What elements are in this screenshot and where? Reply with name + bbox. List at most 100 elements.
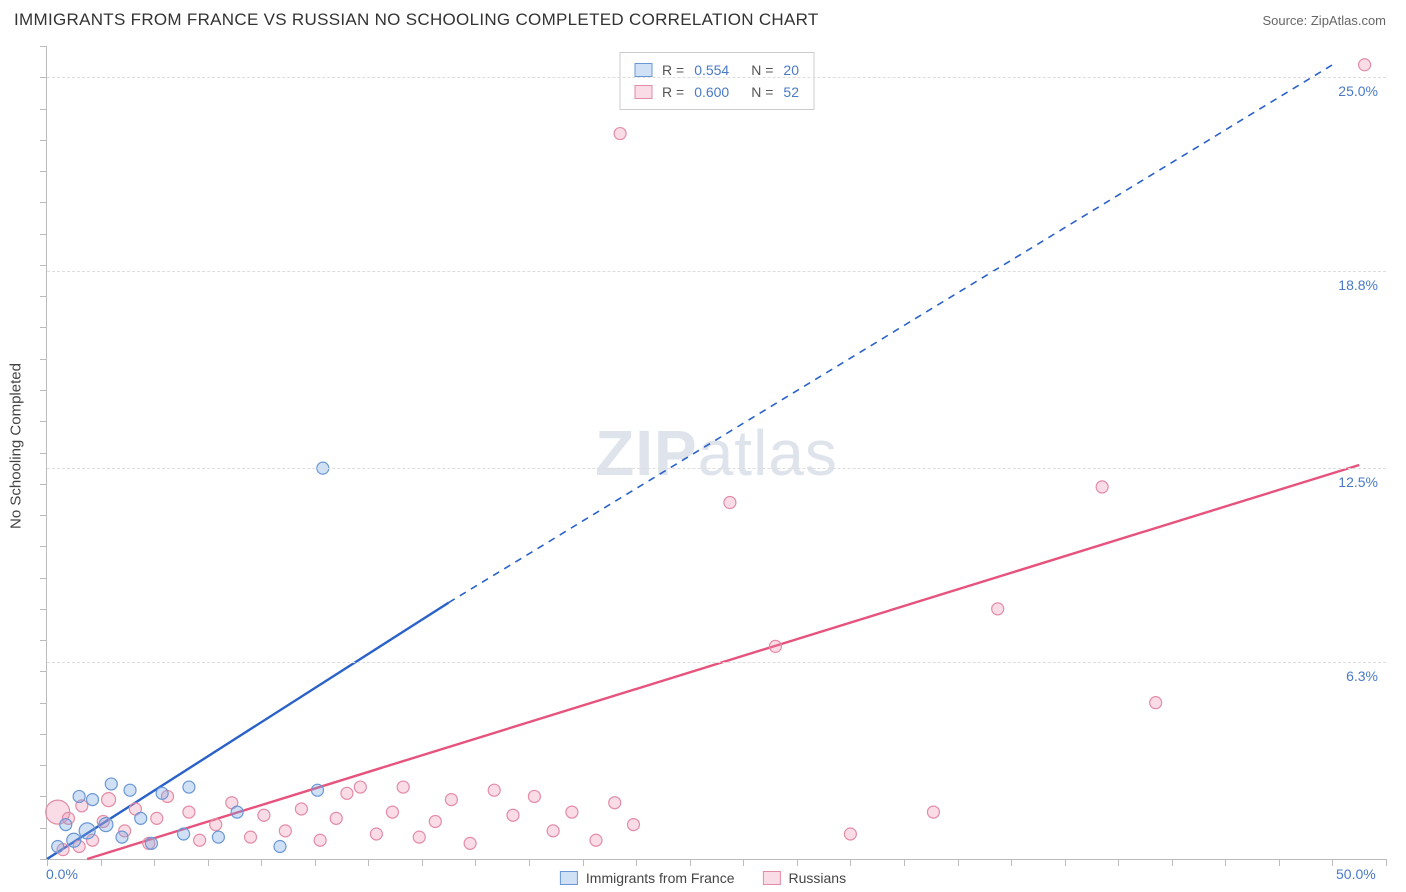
- x-tick: [904, 859, 905, 866]
- data-point: [183, 806, 195, 818]
- y-right-label: 18.8%: [1338, 277, 1378, 293]
- chart-plot-area: ZIPatlas R = 0.554 N = 20 R = 0.600 N = …: [46, 46, 1386, 860]
- x-tick: [1065, 859, 1066, 866]
- y-right-label: 25.0%: [1338, 83, 1378, 99]
- gridline: [47, 271, 1386, 272]
- y-tick: [40, 109, 47, 110]
- y-tick: [40, 640, 47, 641]
- swatch-russians-icon: [763, 871, 781, 885]
- data-point: [116, 831, 128, 843]
- data-point: [60, 819, 72, 831]
- data-point: [151, 812, 163, 824]
- x-tick: [583, 859, 584, 866]
- x-tick: [47, 859, 48, 866]
- legend-item-russians: Russians: [763, 870, 847, 886]
- x-tick: [1118, 859, 1119, 866]
- data-point: [1150, 697, 1162, 709]
- data-point: [258, 809, 270, 821]
- x-tick: [850, 859, 851, 866]
- data-point: [528, 790, 540, 802]
- data-point: [927, 806, 939, 818]
- data-point: [156, 787, 168, 799]
- data-point: [992, 603, 1004, 615]
- data-point: [311, 784, 323, 796]
- y-tick: [40, 140, 47, 141]
- x-tick: [101, 859, 102, 866]
- trend-line: [449, 65, 1333, 603]
- x-tick: [154, 859, 155, 866]
- gridline: [47, 468, 1386, 469]
- data-point: [145, 837, 157, 849]
- y-tick: [40, 703, 47, 704]
- data-point: [135, 812, 147, 824]
- data-point: [1096, 481, 1108, 493]
- y-tick: [40, 359, 47, 360]
- data-point: [231, 806, 243, 818]
- y-tick: [40, 828, 47, 829]
- legend-label-france: Immigrants from France: [586, 870, 735, 886]
- swatch-russians: [634, 85, 652, 99]
- x-tick: [1011, 859, 1012, 866]
- y-tick: [40, 265, 47, 266]
- x-tick: [958, 859, 959, 866]
- chart-title: IMMIGRANTS FROM FRANCE VS RUSSIAN NO SCH…: [14, 10, 819, 30]
- data-point: [769, 640, 781, 652]
- x-tick: [475, 859, 476, 866]
- data-point: [279, 825, 291, 837]
- data-point: [464, 837, 476, 849]
- data-point: [724, 497, 736, 509]
- data-point: [212, 831, 224, 843]
- source-label: Source: ZipAtlas.com: [1262, 13, 1386, 28]
- data-point: [330, 812, 342, 824]
- y-tick: [40, 515, 47, 516]
- legend-correlation-box: R = 0.554 N = 20 R = 0.600 N = 52: [619, 52, 814, 110]
- data-point: [295, 803, 307, 815]
- x-axis-max-label: 50.0%: [1336, 866, 1376, 882]
- data-point: [245, 831, 257, 843]
- x-tick: [1172, 859, 1173, 866]
- y-tick: [40, 202, 47, 203]
- y-tick: [40, 171, 47, 172]
- y-right-label: 12.5%: [1338, 474, 1378, 490]
- data-point: [429, 815, 441, 827]
- x-tick: [529, 859, 530, 866]
- gridline: [47, 662, 1386, 663]
- y-tick: [40, 609, 47, 610]
- data-point: [341, 787, 353, 799]
- x-tick: [690, 859, 691, 866]
- x-tick: [261, 859, 262, 866]
- data-point: [397, 781, 409, 793]
- y-right-label: 6.3%: [1346, 668, 1378, 684]
- data-point: [354, 781, 366, 793]
- data-point: [1359, 59, 1371, 71]
- x-tick: [1279, 859, 1280, 866]
- y-tick: [40, 734, 47, 735]
- y-tick: [40, 327, 47, 328]
- data-point: [386, 806, 398, 818]
- data-point: [52, 840, 64, 852]
- data-point: [614, 128, 626, 140]
- data-point: [194, 834, 206, 846]
- x-tick: [315, 859, 316, 866]
- data-point: [99, 818, 113, 832]
- x-axis-min-label: 0.0%: [46, 866, 78, 882]
- swatch-france-icon: [560, 871, 578, 885]
- data-point: [79, 823, 95, 839]
- data-point: [445, 794, 457, 806]
- y-tick: [40, 77, 47, 78]
- x-tick: [1386, 859, 1387, 866]
- y-tick: [40, 546, 47, 547]
- y-tick: [40, 234, 47, 235]
- data-point: [210, 819, 222, 831]
- gridline: [47, 77, 1386, 78]
- x-tick: [422, 859, 423, 866]
- legend-item-france: Immigrants from France: [560, 870, 735, 886]
- data-point: [178, 828, 190, 840]
- y-tick: [40, 421, 47, 422]
- y-tick: [40, 859, 47, 860]
- data-point: [844, 828, 856, 840]
- data-point: [124, 784, 136, 796]
- data-point: [627, 819, 639, 831]
- data-point: [67, 833, 81, 847]
- data-point: [370, 828, 382, 840]
